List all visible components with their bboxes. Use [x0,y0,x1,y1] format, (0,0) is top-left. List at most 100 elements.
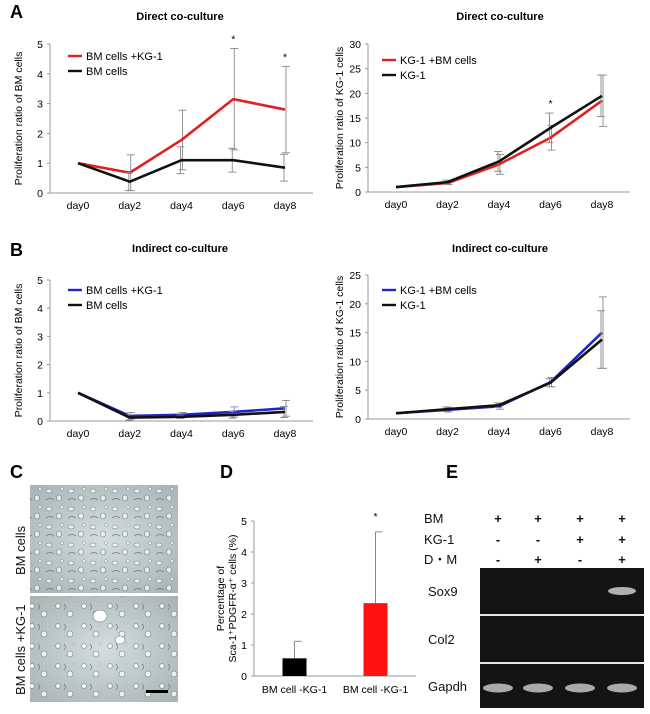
y-tick-label: 15 [349,113,361,125]
x-tick-label: day2 [118,200,141,212]
series-line-kg-1-bm-cells [395,331,603,415]
y-tick-label: 3 [241,578,247,590]
x-tick-label: day6 [539,199,562,211]
gel-condition-label: BM [424,511,444,526]
gel-condition-symbol: - [496,532,500,547]
y-axis-label: Proliferation ratio of BM cells [13,284,25,418]
y-tick-label: 3 [37,99,43,111]
gel-condition-label: D・M [424,552,457,567]
y-tick-label: 4 [241,547,247,559]
chart-title: Indirect co-culture [452,243,548,255]
gel-condition-symbol: + [576,511,584,526]
y-tick-label: 4 [37,69,43,81]
y-tick-label: 10 [349,138,361,150]
x-tick-label: BM cell -KG-1 [262,684,328,696]
gel-band-label: Gapdh [428,679,467,694]
y-tick-label: 15 [349,328,361,340]
y-tick-label: 1 [241,640,247,652]
y-tick-label: 0 [37,416,43,428]
y-tick-label: 20 [349,88,361,100]
y-tick-label: 3 [37,331,43,343]
x-tick-label: BM cell -KG-1 [343,684,409,696]
bar [282,658,307,676]
series-line-kg-1 [395,338,603,415]
panel-letter-e: E [446,462,459,482]
gel-band [607,683,637,693]
y-tick-label: 10 [349,356,361,368]
gel-band [608,587,636,595]
gel-condition-label: KG-1 [424,532,454,547]
series-line-bm-cells [77,158,286,183]
x-tick-label: day0 [385,199,408,211]
gel-band-label: Sox9 [428,584,458,599]
x-tick-label: day4 [488,426,511,438]
gel-band [565,683,595,693]
y-tick-label: 5 [37,275,43,287]
significance-star: * [373,511,377,523]
y-axis-label: Proliferation ratio of KG-1 cells [334,276,346,418]
y-tick-label: 1 [37,388,43,400]
gel-condition-symbol: + [618,532,626,547]
y-axis-label: Proliferation ratio of BM cells [13,52,25,186]
bar [363,603,388,676]
micrograph-top [30,485,178,593]
gel-condition-symbol: - [496,552,500,567]
gel-band [483,683,513,693]
panel-letter-a: A [10,2,23,22]
significance-star: * [548,98,552,110]
gel-condition-symbol: + [534,552,542,567]
gel-condition-symbol: - [578,552,582,567]
x-tick-label: day8 [274,200,297,212]
gel-band [523,683,553,693]
y-tick-label: 0 [355,414,361,426]
gel-condition-symbol: + [618,511,626,526]
chart-b-left: Indirect co-culture 0 1 2 3 4 5 day0 day2 day4 day… [13,243,313,440]
scale-bar [146,690,168,693]
y-tick-label: 30 [349,39,361,51]
y-axis-label: Proliferation ratio of KG-1 cells [334,47,346,189]
chart-title: Direct co-culture [456,11,543,23]
legend-label: BM cells [86,66,128,78]
y-tick-label: 2 [37,360,43,372]
y-axis-label-line1: Percentage of [215,566,227,631]
x-tick-label: day2 [118,428,141,440]
y-tick-label: 25 [349,270,361,282]
chart-title: Indirect co-culture [132,243,228,255]
x-tick-label: day8 [591,199,614,211]
legend-label: KG-1 [400,70,426,82]
y-tick-label: 25 [349,64,361,76]
x-tick-label: day6 [222,200,245,212]
y-axis-label-line2: Sca-1⁺PDGFR-α⁺ cells (%) [227,535,239,663]
x-tick-label: day4 [488,199,511,211]
gel-condition-symbol: + [618,552,626,567]
y-tick-label: 5 [355,385,361,397]
gel-condition-symbol: - [536,532,540,547]
x-tick-label: day6 [539,426,562,438]
micrograph-bottom-label: BM cells +KG-1 [13,604,28,695]
legend-label: BM cells +KG-1 [86,285,163,297]
legend-label: KG-1 +BM cells [400,55,477,67]
chart-d: 0 1 2 3 4 5 Percentage of Sca-1⁺PDGFR-α⁺ cells … [215,511,416,696]
x-tick-label: day0 [67,200,90,212]
x-tick-label: day0 [67,428,90,440]
y-tick-label: 1 [37,158,43,170]
micrograph-top-label: BM cells [13,525,28,575]
y-tick-label: 0 [241,671,247,683]
x-tick-label: day4 [170,200,193,212]
legend-label: BM cells +KG-1 [86,51,163,63]
significance-star: * [231,33,235,45]
chart-b-right: Indirect co-culture 0 5 10 15 20 25 day0 day2 day… [334,243,630,438]
legend-label: KG-1 +BM cells [400,285,477,297]
x-tick-label: day4 [170,428,193,440]
y-tick-label: 4 [37,303,43,315]
series-line-kg-1 [395,94,603,189]
panel-letter-b: B [10,240,23,260]
chart-a-left: Direct co-culture 0 1 2 3 4 5 day0 day2 day4 day6 d… [13,11,313,212]
y-tick-label: 5 [241,516,247,528]
y-tick-label: 0 [355,187,361,199]
x-tick-label: day8 [591,426,614,438]
gel-condition-symbol: + [534,511,542,526]
significance-star: * [283,51,287,63]
x-tick-label: day6 [222,428,245,440]
gel-condition-symbol: + [576,532,584,547]
